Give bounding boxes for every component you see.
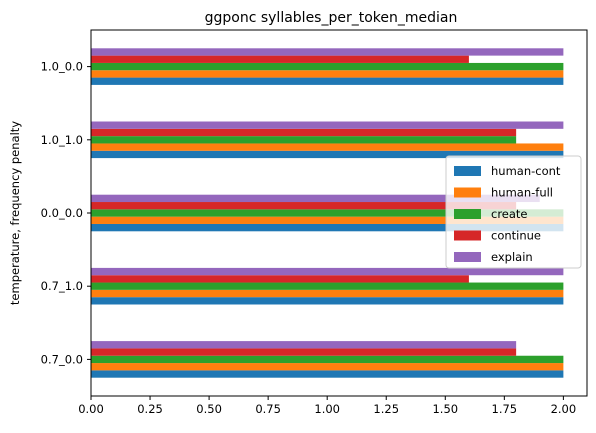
bar-human-cont-0.7_0.0 <box>91 370 564 378</box>
chart-title: ggponc syllables_per_token_median <box>205 10 458 26</box>
bar-human-full-0.7_1.0 <box>91 289 564 298</box>
legend-swatch-human-cont <box>454 166 481 176</box>
y-axis-label: temperature, frequency penalty <box>8 121 22 305</box>
plot-frame <box>90 29 588 397</box>
bar-create-0.7_1.0 <box>91 282 564 290</box>
legend-label-human-full: human-full <box>491 186 553 200</box>
bar-human-full-1.0_0.0 <box>91 70 564 78</box>
y-tick-label: 0.7_0.0 <box>41 352 83 366</box>
legend-swatch-continue <box>454 230 481 241</box>
x-tick-label: 0.75 <box>255 402 281 416</box>
bar-human-full-1.0_1.0 <box>91 143 564 151</box>
x-tick-label: 0.25 <box>137 402 163 416</box>
bar-create-0.0_0.0 <box>91 209 564 217</box>
x-axis-ticks: 0.00 0.25 0.50 0.75 1.00 1.25 1.50 1.75 2.00 <box>78 396 576 416</box>
y-axis-ticks: 0.7_0.0 0.7_1.0 0.0_0.0 1.0_1.0 1.0_0.0 <box>41 60 91 366</box>
y-tick-label: 0.0_0.0 <box>41 206 83 220</box>
x-tick-label: 1.00 <box>314 402 340 416</box>
legend-label-human-cont: human-cont <box>491 164 561 178</box>
y-tick-label: 0.7_1.0 <box>41 279 83 293</box>
legend-swatch-human-full <box>454 187 481 198</box>
x-tick-label: 0.00 <box>78 402 104 416</box>
bar-human-full-0.0_0.0 <box>91 216 564 224</box>
x-tick-label: 1.50 <box>432 402 458 416</box>
legend-label-explain: explain <box>491 250 533 264</box>
bar-explain-0.7_1.0 <box>91 267 564 276</box>
y-tick-label: 1.0_0.0 <box>41 60 83 74</box>
bars-group <box>91 48 564 378</box>
bar-human-cont-0.0_0.0 <box>91 223 564 232</box>
legend-swatch-explain <box>454 252 481 262</box>
bar-create-0.7_0.0 <box>91 355 564 364</box>
bar-human-cont-1.0_0.0 <box>91 77 564 85</box>
bar-create-1.0_0.0 <box>91 62 564 71</box>
bar-continue-0.7_1.0 <box>91 275 469 283</box>
bar-explain-0.0_0.0 <box>91 194 540 203</box>
bar-explain-0.7_0.0 <box>91 341 517 349</box>
x-tick-label: 2.00 <box>551 402 577 416</box>
x-tick-label: 1.75 <box>492 402 518 416</box>
bar-human-cont-0.7_1.0 <box>91 297 564 305</box>
bar-explain-1.0_1.0 <box>91 121 564 129</box>
x-tick-label: 1.25 <box>373 402 399 416</box>
legend-swatch-create <box>454 209 481 219</box>
legend-label-create: create <box>491 207 528 221</box>
x-tick-label: 0.50 <box>196 402 222 416</box>
legend-label-continue: continue <box>491 229 541 243</box>
legend: human-cont human-full create continue explai… <box>445 155 582 269</box>
bar-continue-1.0_0.0 <box>91 55 469 63</box>
bar-create-1.0_1.0 <box>91 136 517 144</box>
bar-continue-1.0_1.0 <box>91 128 517 137</box>
bar-human-full-0.7_0.0 <box>91 363 564 371</box>
bar-human-cont-1.0_1.0 <box>91 150 564 159</box>
bar-continue-0.0_0.0 <box>91 202 517 210</box>
y-tick-label: 1.0_1.0 <box>41 133 83 147</box>
bar-explain-1.0_0.0 <box>91 48 564 56</box>
bar-continue-0.7_0.0 <box>91 348 517 356</box>
